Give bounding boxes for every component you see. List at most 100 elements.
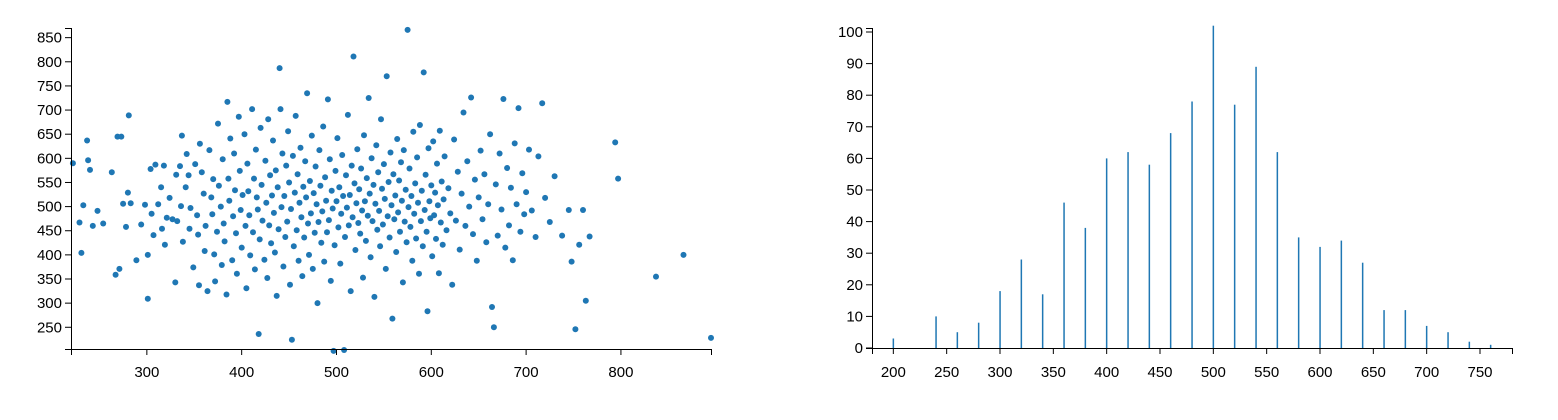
- scatter-point: [289, 152, 296, 159]
- scatter-point: [142, 201, 148, 208]
- scatter-point: [306, 251, 312, 258]
- scatter-point: [416, 122, 423, 128]
- scatter-point: [273, 292, 280, 299]
- scatter-point: [572, 326, 579, 333]
- scatter-point: [502, 244, 509, 251]
- scatter-point: [410, 128, 417, 135]
- scatter-point: [431, 212, 438, 219]
- scatter-point: [452, 217, 459, 224]
- scatter-point: [334, 135, 341, 142]
- histogram-bar: [1191, 101, 1193, 348]
- scatter-point: [80, 202, 87, 209]
- scatter-point: [653, 273, 659, 280]
- scatter-point: [390, 171, 397, 178]
- scatter-point: [290, 243, 297, 250]
- scatter-point: [233, 270, 240, 277]
- scatter-point: [196, 282, 202, 289]
- scatter-point: [324, 96, 331, 103]
- scatter-point: [397, 228, 403, 235]
- scatter-point: [178, 203, 184, 210]
- scatter-point: [475, 194, 482, 201]
- scatter-point: [298, 214, 305, 221]
- histogram-chart: 0 10 20 30 40 50 60 70 80 90 100 200 250 300 350 400 450…: [838, 24, 1513, 381]
- scatter-point: [321, 258, 328, 265]
- scatter-point: [462, 222, 469, 229]
- scatter-point: [208, 194, 215, 201]
- scatter-point: [89, 222, 96, 229]
- histogram-bar: [935, 316, 937, 348]
- scatter-point: [231, 150, 238, 157]
- x-tick-label: 700: [514, 364, 539, 381]
- scatter-point: [523, 189, 530, 196]
- scatter-point: [346, 192, 353, 198]
- x-tick-label: 750: [1467, 364, 1492, 381]
- scatter-point: [291, 189, 298, 196]
- scatter-point: [161, 241, 168, 248]
- scatter-point: [264, 275, 271, 281]
- scatter-point: [445, 185, 452, 192]
- scatter-point: [245, 188, 252, 195]
- scatter-point: [551, 173, 558, 180]
- scatter-point: [586, 233, 593, 240]
- scatter-point: [432, 189, 439, 196]
- scatter-point: [331, 242, 338, 249]
- scatter-point: [244, 160, 251, 167]
- scatter-point: [473, 257, 480, 264]
- scatter-point: [504, 165, 511, 171]
- scatter-point: [223, 291, 230, 298]
- y-tick-label: 80: [846, 87, 863, 104]
- scatter-point: [282, 234, 289, 240]
- scatter-point: [485, 201, 492, 208]
- scatter-point: [258, 181, 265, 188]
- scatter-point: [322, 174, 329, 181]
- scatter-point: [178, 132, 185, 139]
- scatter-point: [237, 207, 244, 213]
- scatter-point: [434, 160, 440, 167]
- x-tick-label: 400: [229, 364, 254, 381]
- histogram-bar: [1340, 240, 1343, 348]
- scatter-point: [405, 204, 412, 211]
- scatter-point: [338, 210, 345, 217]
- scatter-point: [320, 123, 327, 130]
- scatter-point: [542, 194, 549, 201]
- scatter-chart: 250 300 350 400 450 500 550 600 650 700 750 800 850 3…: [37, 26, 714, 381]
- scatter-point: [332, 167, 339, 174]
- scatter-point: [215, 120, 221, 127]
- scatter-point: [327, 277, 334, 284]
- scatter-point: [387, 149, 394, 156]
- scatter-point: [513, 201, 520, 208]
- scatter-point: [123, 223, 129, 230]
- scatter-point: [526, 146, 532, 153]
- scatter-point: [369, 218, 376, 225]
- scatter-point: [283, 162, 290, 169]
- scatter-point: [285, 128, 292, 135]
- x-tick-label: 250: [934, 364, 959, 381]
- scatter-point: [435, 270, 442, 277]
- scatter-point: [400, 147, 407, 154]
- scatter-point: [94, 207, 101, 214]
- scatter-point: [288, 336, 295, 343]
- scatter-point: [468, 94, 475, 101]
- scatter-point: [186, 225, 193, 232]
- scatter-point: [360, 274, 366, 281]
- scatter-point: [204, 288, 211, 295]
- scatter-point: [403, 239, 410, 246]
- scatter-point: [267, 172, 274, 179]
- scatter-point: [354, 146, 361, 153]
- scatter-point: [519, 170, 526, 177]
- scatter-point: [249, 106, 256, 113]
- histogram-bar: [1041, 294, 1044, 348]
- scatter-point: [286, 179, 293, 186]
- scatter-point: [78, 249, 85, 256]
- scatter-point: [378, 116, 384, 123]
- histogram-bar: [1383, 310, 1385, 348]
- scatter-point: [374, 226, 381, 233]
- scatter-point: [342, 234, 348, 240]
- scatter-point: [460, 109, 467, 116]
- scatter-point: [147, 166, 154, 172]
- scatter-point: [317, 182, 324, 189]
- scatter-point: [377, 243, 384, 250]
- scatter-point: [183, 151, 190, 157]
- scatter-point: [221, 238, 228, 245]
